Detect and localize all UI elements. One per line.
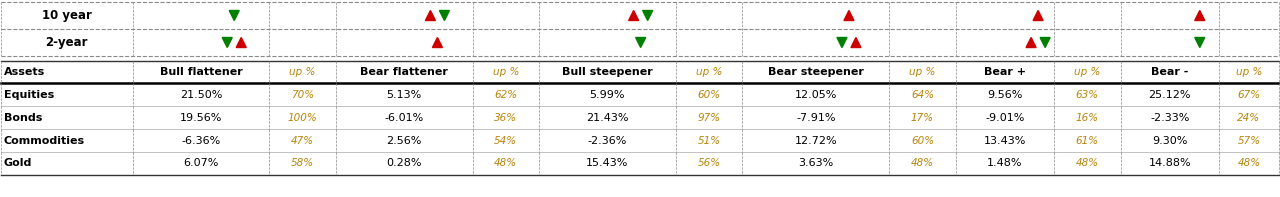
Text: 1.48%: 1.48% — [987, 159, 1023, 168]
Text: up %: up % — [1074, 67, 1101, 77]
Text: 15.43%: 15.43% — [586, 159, 628, 168]
Text: 47%: 47% — [291, 136, 314, 146]
Polygon shape — [237, 37, 246, 47]
Text: 48%: 48% — [911, 159, 934, 168]
Text: 97%: 97% — [698, 112, 721, 123]
Text: up %: up % — [1235, 67, 1262, 77]
Text: 6.07%: 6.07% — [183, 159, 219, 168]
Text: up %: up % — [696, 67, 722, 77]
Text: 17%: 17% — [911, 112, 934, 123]
Text: Commodities: Commodities — [4, 136, 86, 146]
Text: up %: up % — [909, 67, 936, 77]
Text: up %: up % — [493, 67, 518, 77]
Text: Gold: Gold — [4, 159, 32, 168]
Text: 16%: 16% — [1075, 112, 1098, 123]
Text: 57%: 57% — [1238, 136, 1261, 146]
Polygon shape — [643, 10, 653, 20]
Text: 13.43%: 13.43% — [984, 136, 1027, 146]
Text: 54%: 54% — [494, 136, 517, 146]
Polygon shape — [636, 37, 645, 47]
Text: 12.72%: 12.72% — [795, 136, 837, 146]
Polygon shape — [837, 37, 847, 47]
Text: 5.99%: 5.99% — [590, 89, 625, 99]
Text: Bull steepener: Bull steepener — [562, 67, 653, 77]
Text: 21.50%: 21.50% — [179, 89, 223, 99]
Text: 3.63%: 3.63% — [799, 159, 833, 168]
Text: 56%: 56% — [698, 159, 721, 168]
Polygon shape — [229, 10, 239, 20]
Text: up %: up % — [289, 67, 316, 77]
Text: -2.36%: -2.36% — [588, 136, 627, 146]
Text: 2-year: 2-year — [46, 36, 88, 49]
Text: 62%: 62% — [494, 89, 517, 99]
Text: 36%: 36% — [494, 112, 517, 123]
Text: 14.88%: 14.88% — [1148, 159, 1192, 168]
Text: 5.13%: 5.13% — [387, 89, 422, 99]
Text: 48%: 48% — [1238, 159, 1261, 168]
Polygon shape — [433, 37, 443, 47]
Text: Bull flattener: Bull flattener — [160, 67, 242, 77]
Text: Bear steepener: Bear steepener — [768, 67, 864, 77]
Text: 67%: 67% — [1238, 89, 1261, 99]
Text: 64%: 64% — [911, 89, 934, 99]
Text: 63%: 63% — [1075, 89, 1098, 99]
Polygon shape — [223, 37, 232, 47]
Polygon shape — [844, 10, 854, 20]
Polygon shape — [628, 10, 639, 20]
Polygon shape — [439, 10, 449, 20]
Text: -6.01%: -6.01% — [384, 112, 424, 123]
Text: 0.28%: 0.28% — [387, 159, 422, 168]
Text: 70%: 70% — [291, 89, 314, 99]
Text: 9.30%: 9.30% — [1152, 136, 1188, 146]
Text: 25.12%: 25.12% — [1148, 89, 1190, 99]
Text: -6.36%: -6.36% — [182, 136, 220, 146]
Text: Assets: Assets — [4, 67, 45, 77]
Text: 9.56%: 9.56% — [987, 89, 1023, 99]
Text: -9.01%: -9.01% — [986, 112, 1024, 123]
Text: Bear +: Bear + — [984, 67, 1025, 77]
Text: 51%: 51% — [698, 136, 721, 146]
Text: 60%: 60% — [698, 89, 721, 99]
Polygon shape — [1027, 37, 1036, 47]
Polygon shape — [1194, 37, 1204, 47]
Text: 12.05%: 12.05% — [795, 89, 837, 99]
Text: Equities: Equities — [4, 89, 54, 99]
Polygon shape — [425, 10, 435, 20]
Text: 10 year: 10 year — [42, 9, 92, 22]
Text: 60%: 60% — [911, 136, 934, 146]
Text: -2.33%: -2.33% — [1149, 112, 1189, 123]
Polygon shape — [1041, 37, 1050, 47]
Text: -7.91%: -7.91% — [796, 112, 836, 123]
Text: 48%: 48% — [1075, 159, 1098, 168]
Text: 21.43%: 21.43% — [586, 112, 628, 123]
Polygon shape — [1194, 10, 1204, 20]
Text: Bear flattener: Bear flattener — [360, 67, 448, 77]
Text: 24%: 24% — [1238, 112, 1261, 123]
Text: 48%: 48% — [494, 159, 517, 168]
Text: 2.56%: 2.56% — [387, 136, 422, 146]
Polygon shape — [851, 37, 861, 47]
Text: Bonds: Bonds — [4, 112, 42, 123]
Polygon shape — [1033, 10, 1043, 20]
Text: 19.56%: 19.56% — [179, 112, 223, 123]
Text: Bear -: Bear - — [1151, 67, 1188, 77]
Text: 58%: 58% — [291, 159, 314, 168]
Text: 61%: 61% — [1075, 136, 1098, 146]
Text: 100%: 100% — [288, 112, 317, 123]
